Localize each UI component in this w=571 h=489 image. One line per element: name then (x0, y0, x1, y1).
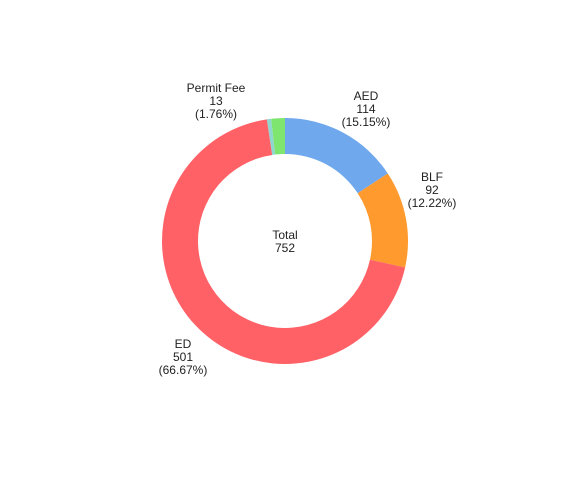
slice-permit-fee (271, 118, 285, 155)
slice-blf (357, 173, 408, 268)
center-total-value: 752 (275, 241, 295, 255)
slice-label-permit-fee-percent: (1.76%) (195, 107, 237, 121)
slice-unlabeled (266, 118, 276, 155)
slice-ed (162, 119, 406, 365)
slice-label-permit-fee-name: Permit Fee (187, 81, 246, 95)
slice-label-aed-name: AED (354, 89, 379, 103)
slice-label-blf-name: BLF (421, 170, 443, 184)
slice-label-ed-name: ED (175, 337, 192, 351)
slice-label-ed-percent: (66.67%) (159, 363, 208, 377)
donut-slices (162, 118, 408, 365)
slice-label-blf-percent: (12.22%) (408, 196, 457, 210)
slice-label-permit-fee-value: 13 (209, 94, 223, 108)
center-total-title: Total (272, 228, 297, 242)
slice-label-aed-value: 114 (356, 102, 375, 116)
slice-label-blf-value: 92 (425, 183, 439, 197)
slice-label-aed-percent: (15.15%) (342, 115, 391, 129)
slice-label-ed-value: 501 (173, 350, 193, 364)
slice-aed (285, 118, 388, 194)
